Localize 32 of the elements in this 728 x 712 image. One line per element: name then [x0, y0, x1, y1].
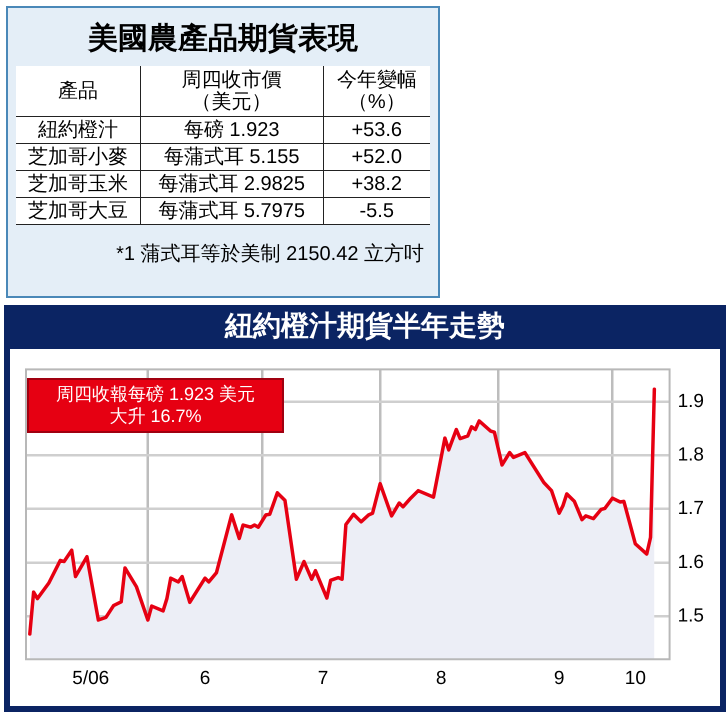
category-label: 產品: [58, 80, 98, 102]
text: 美國農產品期貨表現: [86, 20, 359, 57]
text: 芝加哥小麥: [28, 146, 128, 168]
text: +53.6: [351, 119, 402, 141]
text: -5.5: [360, 200, 394, 222]
chart-title: 紐約橙汁期貨半年走勢: [10, 310, 720, 349]
x-tick-label: 5/06: [72, 668, 110, 689]
text: 每磅 1.923: [184, 119, 280, 141]
callout-box: 周四收報每磅 1.923 美元 大升 16.7%: [27, 378, 284, 433]
y-tick-label: 1.5: [678, 606, 704, 626]
text: *1 蒲式耳等於美制 2150.42 立方吋: [116, 242, 424, 267]
y-tick-label: 1.9: [678, 390, 704, 412]
text: 紐約橙汁: [38, 119, 118, 141]
x-tick-label: 7: [318, 668, 328, 689]
x-tick-label: 9: [554, 668, 564, 689]
text: 芝加哥玉米: [28, 173, 128, 195]
text: 芝加哥大豆: [28, 200, 128, 222]
y-tick-label: 1.7: [678, 498, 704, 520]
x-tick-label: 10: [624, 668, 646, 689]
annotation: 大升 16.7%: [108, 405, 203, 427]
annotation: 周四收報每磅 1.923 美元: [54, 383, 256, 405]
text: 每蒲式耳 5.7975: [158, 200, 306, 222]
text: 每蒲式耳 2.9825: [158, 173, 306, 195]
x-tick-label: 8: [436, 668, 446, 689]
y-tick-label: 1.8: [678, 444, 704, 466]
category-label: 今年變幅（%）: [336, 69, 418, 113]
text: +38.2: [351, 173, 402, 195]
x-tick-label: 6: [200, 668, 210, 689]
text: +52.0: [351, 146, 402, 168]
text: 每蒲式耳 5.155: [164, 146, 300, 168]
y-tick-label: 1.6: [678, 552, 704, 573]
category-label: 周四收市價（美元）: [180, 69, 283, 113]
